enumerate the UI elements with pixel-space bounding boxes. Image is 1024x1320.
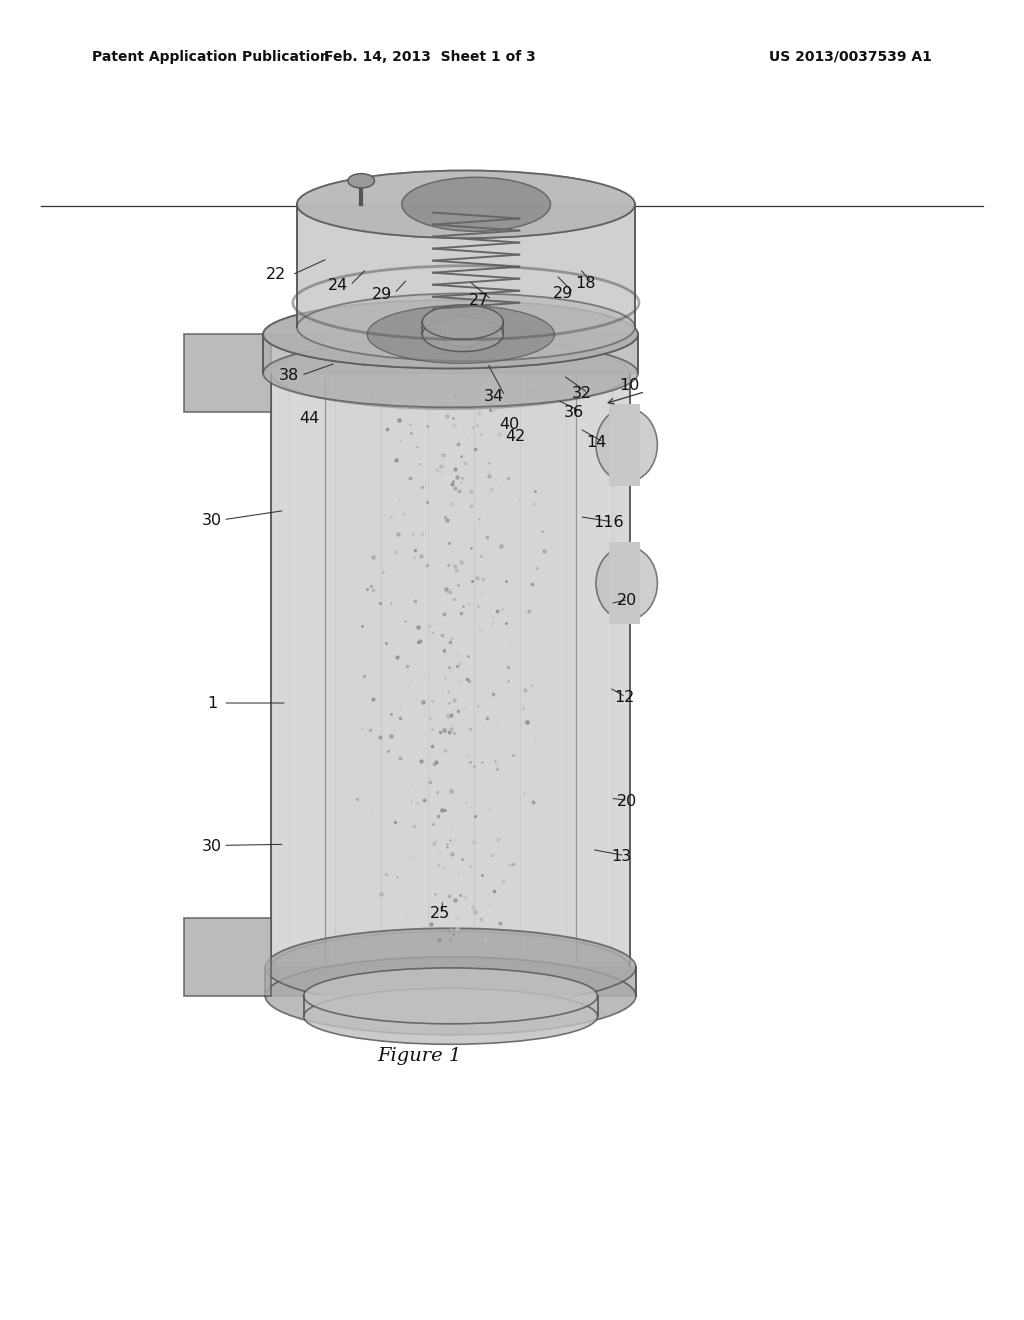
Polygon shape — [440, 322, 485, 334]
Ellipse shape — [401, 177, 551, 231]
Text: 38: 38 — [279, 368, 299, 383]
Polygon shape — [184, 334, 271, 412]
Text: 1: 1 — [207, 696, 217, 710]
Ellipse shape — [265, 957, 636, 1035]
Text: 36: 36 — [563, 405, 584, 420]
Ellipse shape — [368, 305, 555, 363]
Text: 30: 30 — [202, 513, 222, 528]
Text: 40: 40 — [499, 417, 519, 432]
Text: 34: 34 — [483, 389, 504, 404]
Polygon shape — [184, 917, 271, 995]
Ellipse shape — [596, 408, 657, 482]
Text: 14: 14 — [586, 436, 606, 450]
Text: 29: 29 — [553, 286, 573, 301]
Polygon shape — [271, 374, 630, 968]
Ellipse shape — [297, 293, 635, 360]
Ellipse shape — [263, 301, 638, 368]
Ellipse shape — [297, 170, 635, 238]
Polygon shape — [303, 989, 598, 1016]
Ellipse shape — [263, 339, 638, 408]
Ellipse shape — [263, 301, 638, 368]
Text: US 2013/0037539 A1: US 2013/0037539 A1 — [769, 50, 932, 63]
Text: 44: 44 — [299, 411, 319, 426]
Text: 20: 20 — [616, 793, 637, 809]
Text: 116: 116 — [593, 515, 624, 531]
Text: 24: 24 — [328, 277, 348, 293]
Text: 10: 10 — [620, 378, 640, 393]
Ellipse shape — [303, 968, 598, 1024]
Text: 29: 29 — [372, 286, 392, 302]
Ellipse shape — [271, 932, 630, 1003]
Ellipse shape — [348, 174, 375, 187]
Text: 12: 12 — [614, 690, 635, 705]
Bar — [609, 543, 640, 624]
Ellipse shape — [265, 928, 636, 1006]
Text: 13: 13 — [611, 849, 632, 865]
Ellipse shape — [303, 989, 598, 1044]
Polygon shape — [422, 317, 504, 334]
Ellipse shape — [422, 317, 504, 351]
Ellipse shape — [440, 315, 485, 339]
Text: Patent Application Publication: Patent Application Publication — [92, 50, 330, 63]
Polygon shape — [265, 957, 636, 995]
Text: Feb. 14, 2013  Sheet 1 of 3: Feb. 14, 2013 Sheet 1 of 3 — [325, 50, 536, 63]
Ellipse shape — [440, 322, 485, 347]
Text: 30: 30 — [202, 840, 222, 854]
Bar — [609, 404, 640, 486]
Text: 32: 32 — [571, 387, 592, 401]
Text: 25: 25 — [430, 907, 451, 921]
Polygon shape — [326, 379, 575, 962]
Text: 42: 42 — [505, 429, 525, 445]
Ellipse shape — [422, 305, 504, 339]
Text: 20: 20 — [616, 593, 637, 609]
Polygon shape — [297, 205, 635, 327]
Ellipse shape — [297, 170, 635, 238]
Ellipse shape — [271, 338, 630, 409]
Text: Figure 1: Figure 1 — [378, 1047, 462, 1065]
Text: 18: 18 — [575, 276, 596, 290]
Text: 27: 27 — [469, 293, 489, 308]
Ellipse shape — [596, 546, 657, 620]
Text: 22: 22 — [266, 268, 287, 282]
Polygon shape — [263, 334, 638, 374]
